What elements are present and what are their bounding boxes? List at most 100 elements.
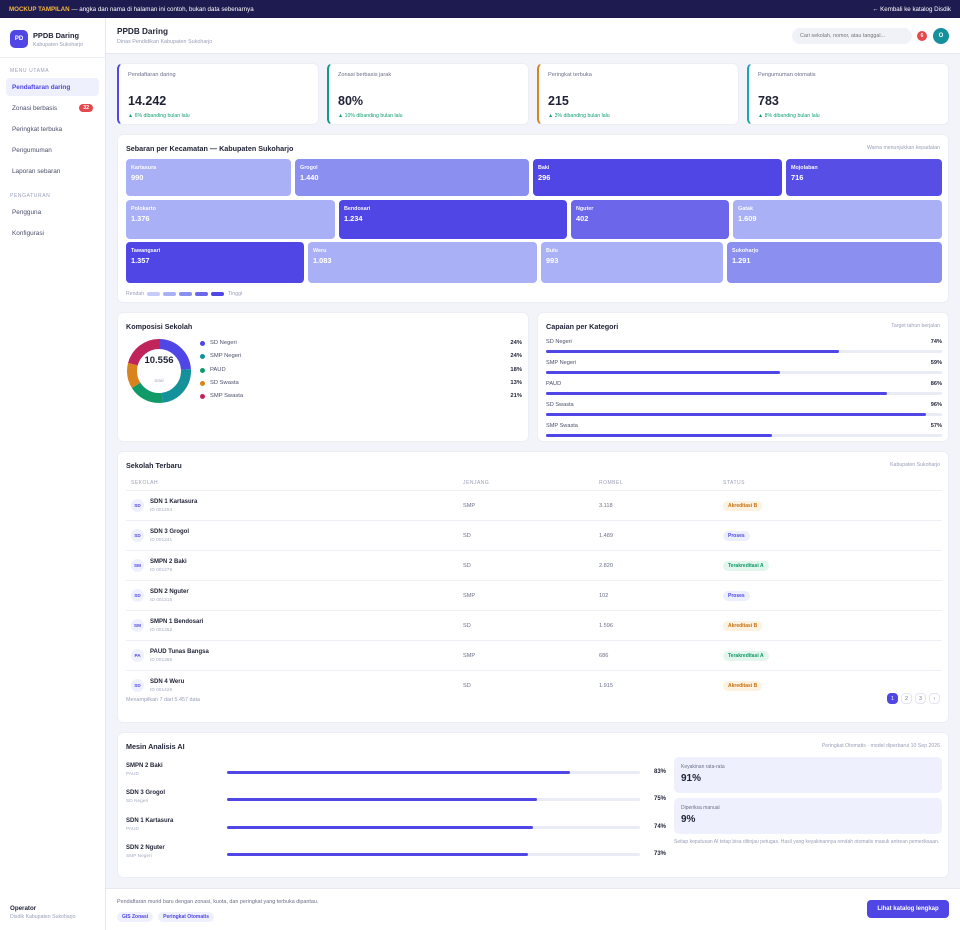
page-button-1[interactable]: 1 (887, 693, 898, 704)
legend-value: 24% (510, 353, 522, 359)
legend-item-paud: PAUD 18% (200, 367, 522, 373)
table-row[interactable]: SM SMPN 2 Baki ID 001278 SD 2.820 Terakredita… (126, 550, 942, 580)
sidebar-item-label: Zonasi berbasis (12, 104, 58, 112)
level-cell: SMP (463, 652, 476, 659)
table-row[interactable]: SD SDN 3 Grogol ID 001241 SD 1.489 Proses (126, 520, 942, 550)
school-type-badge: SM (131, 619, 144, 632)
tile-bulu[interactable]: Bulu 993 (541, 242, 723, 283)
page-footer: Pendaftaran murid baru dengan zonasi, ku… (106, 888, 960, 930)
progress-value: 86% (930, 381, 942, 387)
view-catalog-button[interactable]: Lihat katalog lengkap (867, 900, 949, 918)
sidebar-item-label: Konfigurasi (12, 229, 44, 237)
ai-school-type: PAUD (126, 827, 139, 832)
table-row[interactable]: SD SDN 1 Kartasura ID 001204 SMP 3.118 Akredi… (126, 490, 942, 520)
donut-chart (127, 339, 191, 403)
school-id: ID 001278 (150, 567, 173, 573)
sidebar-item-pendaftaran[interactable]: Pendaftaran daring (6, 78, 99, 96)
achievement-card: Capaian per Kategori Target tahun berjal… (537, 312, 949, 442)
tile-bendosari[interactable]: Bendosari 1.234 (339, 200, 567, 239)
nav-section-settings: PENGATURAN (10, 193, 51, 199)
avatar[interactable]: O (933, 27, 949, 44)
status-badge: Terakreditasi A (723, 650, 769, 661)
composition-title: Komposisi Sekolah (126, 322, 193, 331)
sidebar-item-laporan[interactable]: Laporan sebaran (6, 162, 99, 180)
tile-sukoharjo[interactable]: Sukoharjo 1.291 (727, 242, 942, 283)
tile-value: 716 (791, 173, 804, 182)
tile-tawangsari[interactable]: Tawangsari 1.357 (126, 242, 304, 283)
sidebar-item-konfigurasi[interactable]: Konfigurasi (6, 224, 99, 242)
ai-score-track (227, 771, 640, 774)
sidebar-item-pengguna[interactable]: Pengguna (6, 203, 99, 221)
tile-kartasura[interactable]: Kartasura 990 (126, 159, 291, 196)
legend-value: 18% (510, 367, 522, 373)
tile-baki[interactable]: Baki 296 (533, 159, 782, 196)
next-page-button[interactable]: › (929, 693, 940, 704)
page-button-3[interactable]: 3 (915, 693, 926, 704)
progress-label: SMP Swasta (546, 423, 578, 429)
tile-name: Baki (538, 165, 550, 171)
tile-mojolaban[interactable]: Mojolaban 716 (786, 159, 942, 196)
school-cell: SD SDN 2 Nguter ID 001315 (131, 581, 189, 610)
legend-label: SMP Negeri (210, 353, 242, 359)
status-cell: Proses (723, 581, 750, 610)
sidebar-item-zonasi[interactable]: Zonasi berbasis 32 (6, 99, 99, 117)
progress-track (546, 371, 942, 374)
stat-change: ▲ 8% dibanding bulan lalu (758, 113, 820, 119)
ai-score-track (227, 853, 640, 856)
legend-item-smp-swasta: SMP Swasta 21% (200, 393, 522, 399)
notification-badge[interactable]: 6 (917, 30, 927, 41)
pagination: 1 2 3 › (884, 693, 940, 704)
ai-row: SMPN 2 Baki PAUD 83% (126, 763, 666, 783)
table-row[interactable]: PA PAUD Tunas Bangsa ID 001389 SMP 686 Terakr… (126, 640, 942, 670)
legend-label: SD Swasta (210, 380, 239, 386)
legend-dot (200, 353, 205, 359)
sidebar-item-pengumuman[interactable]: Pengumuman (6, 141, 99, 159)
tag-gis-zonasi[interactable]: GIS Zonasi (117, 912, 154, 922)
tile-value: 990 (131, 173, 144, 182)
stat-value: 783 (758, 94, 779, 108)
table-row[interactable]: SD SDN 4 Weru ID 001426 SD 1.915 Akreditasi B (126, 670, 942, 700)
school-id: ID 001426 (150, 687, 173, 693)
stat-label: Pengumuman otomatis (758, 72, 816, 78)
tile-polokarto[interactable]: Polokarto 1.376 (126, 200, 335, 239)
mockup-banner: MOCKUP TAMPILAN — angka dan nama di hala… (0, 0, 960, 18)
tile-gatak[interactable]: Gatak 1.609 (733, 200, 942, 239)
user-role: Operator (10, 905, 37, 912)
table-row[interactable]: SM SMPN 1 Bendosari ID 001352 SD 1.596 Akredi… (126, 610, 942, 640)
school-name: SDN 2 Nguter (150, 588, 189, 595)
status-cell: Terakreditasi A (723, 641, 769, 670)
brand-logo: PD (10, 30, 28, 48)
progress-value: 59% (930, 360, 942, 366)
tile-grogol[interactable]: Grogol 1.440 (295, 159, 529, 196)
nav-section-main: MENU UTAMA (10, 68, 50, 74)
progress-track (546, 413, 942, 416)
status-badge: Proses (723, 590, 750, 601)
table-row[interactable]: SD SDN 2 Nguter ID 001315 SMP 102 Proses (126, 580, 942, 610)
legend-swatch (211, 292, 225, 296)
legend-label: SD Negeri (210, 340, 237, 346)
back-to-catalog-link[interactable]: ← Kembali ke katalog Disdik (872, 5, 951, 13)
school-name: SMPN 1 Bendosari (150, 618, 204, 625)
progress-value: 74% (930, 339, 942, 345)
progress-paud: PAUD 86% (546, 381, 942, 395)
level-cell: SD (463, 562, 471, 569)
page-button-2[interactable]: 2 (901, 693, 912, 704)
tile-value: 1.234 (344, 214, 363, 223)
tile-name: Weru (313, 248, 327, 254)
legend-label: SMP Swasta (210, 393, 244, 399)
tile-weru[interactable]: Weru 1.083 (308, 242, 537, 283)
stat-label: Pendaftaran daring (128, 72, 176, 78)
tag-peringkat-otomatis[interactable]: Peringkat Otomatis (158, 912, 214, 922)
banner-text: MOCKUP TAMPILAN — angka dan nama di hala… (9, 6, 254, 13)
tile-nguter[interactable]: Nguter 402 (571, 200, 729, 239)
search-input[interactable] (792, 27, 912, 44)
footer-tags: GIS Zonasi Peringkat Otomatis (117, 912, 219, 922)
school-type-badge: SD (131, 529, 144, 542)
rombel-cell: 686 (599, 652, 609, 659)
ai-score-value: 73% (653, 851, 666, 857)
status-badge: Akreditasi B (723, 500, 763, 511)
column-header-jenjang: JENJANG (463, 480, 490, 486)
progress-fill (546, 434, 772, 437)
status-badge: Terakreditasi A (723, 560, 769, 571)
sidebar-item-peringkat[interactable]: Peringkat terbuka (6, 120, 99, 138)
